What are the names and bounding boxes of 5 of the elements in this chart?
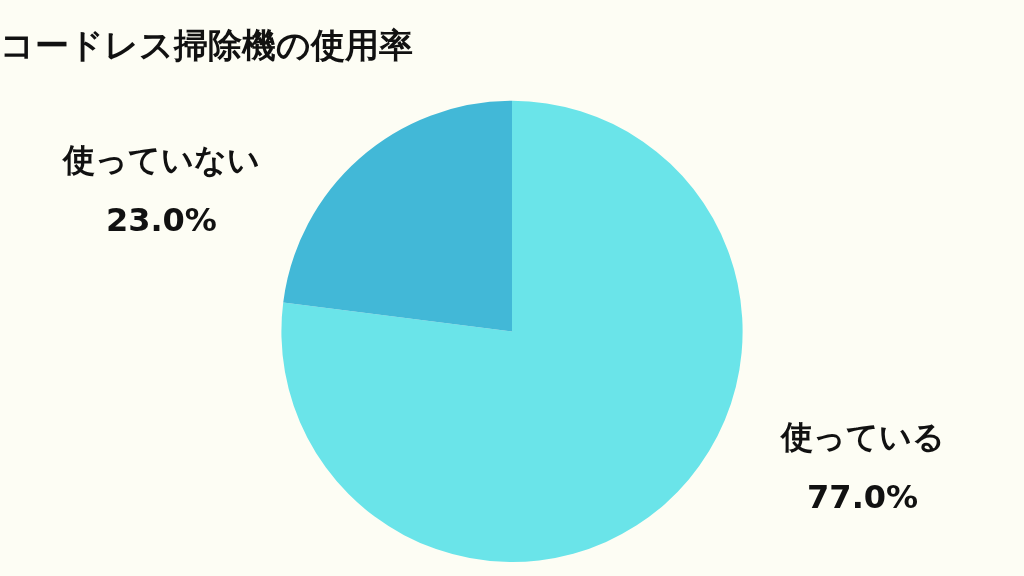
data-label: 77.0% (807, 478, 919, 517)
slice-label: 使っていない (61, 141, 260, 180)
slice-label: 使っている (779, 418, 945, 457)
chart-title: コードレス掃除機の使用率 (0, 25, 413, 66)
data-label: 23.0% (105, 201, 217, 240)
